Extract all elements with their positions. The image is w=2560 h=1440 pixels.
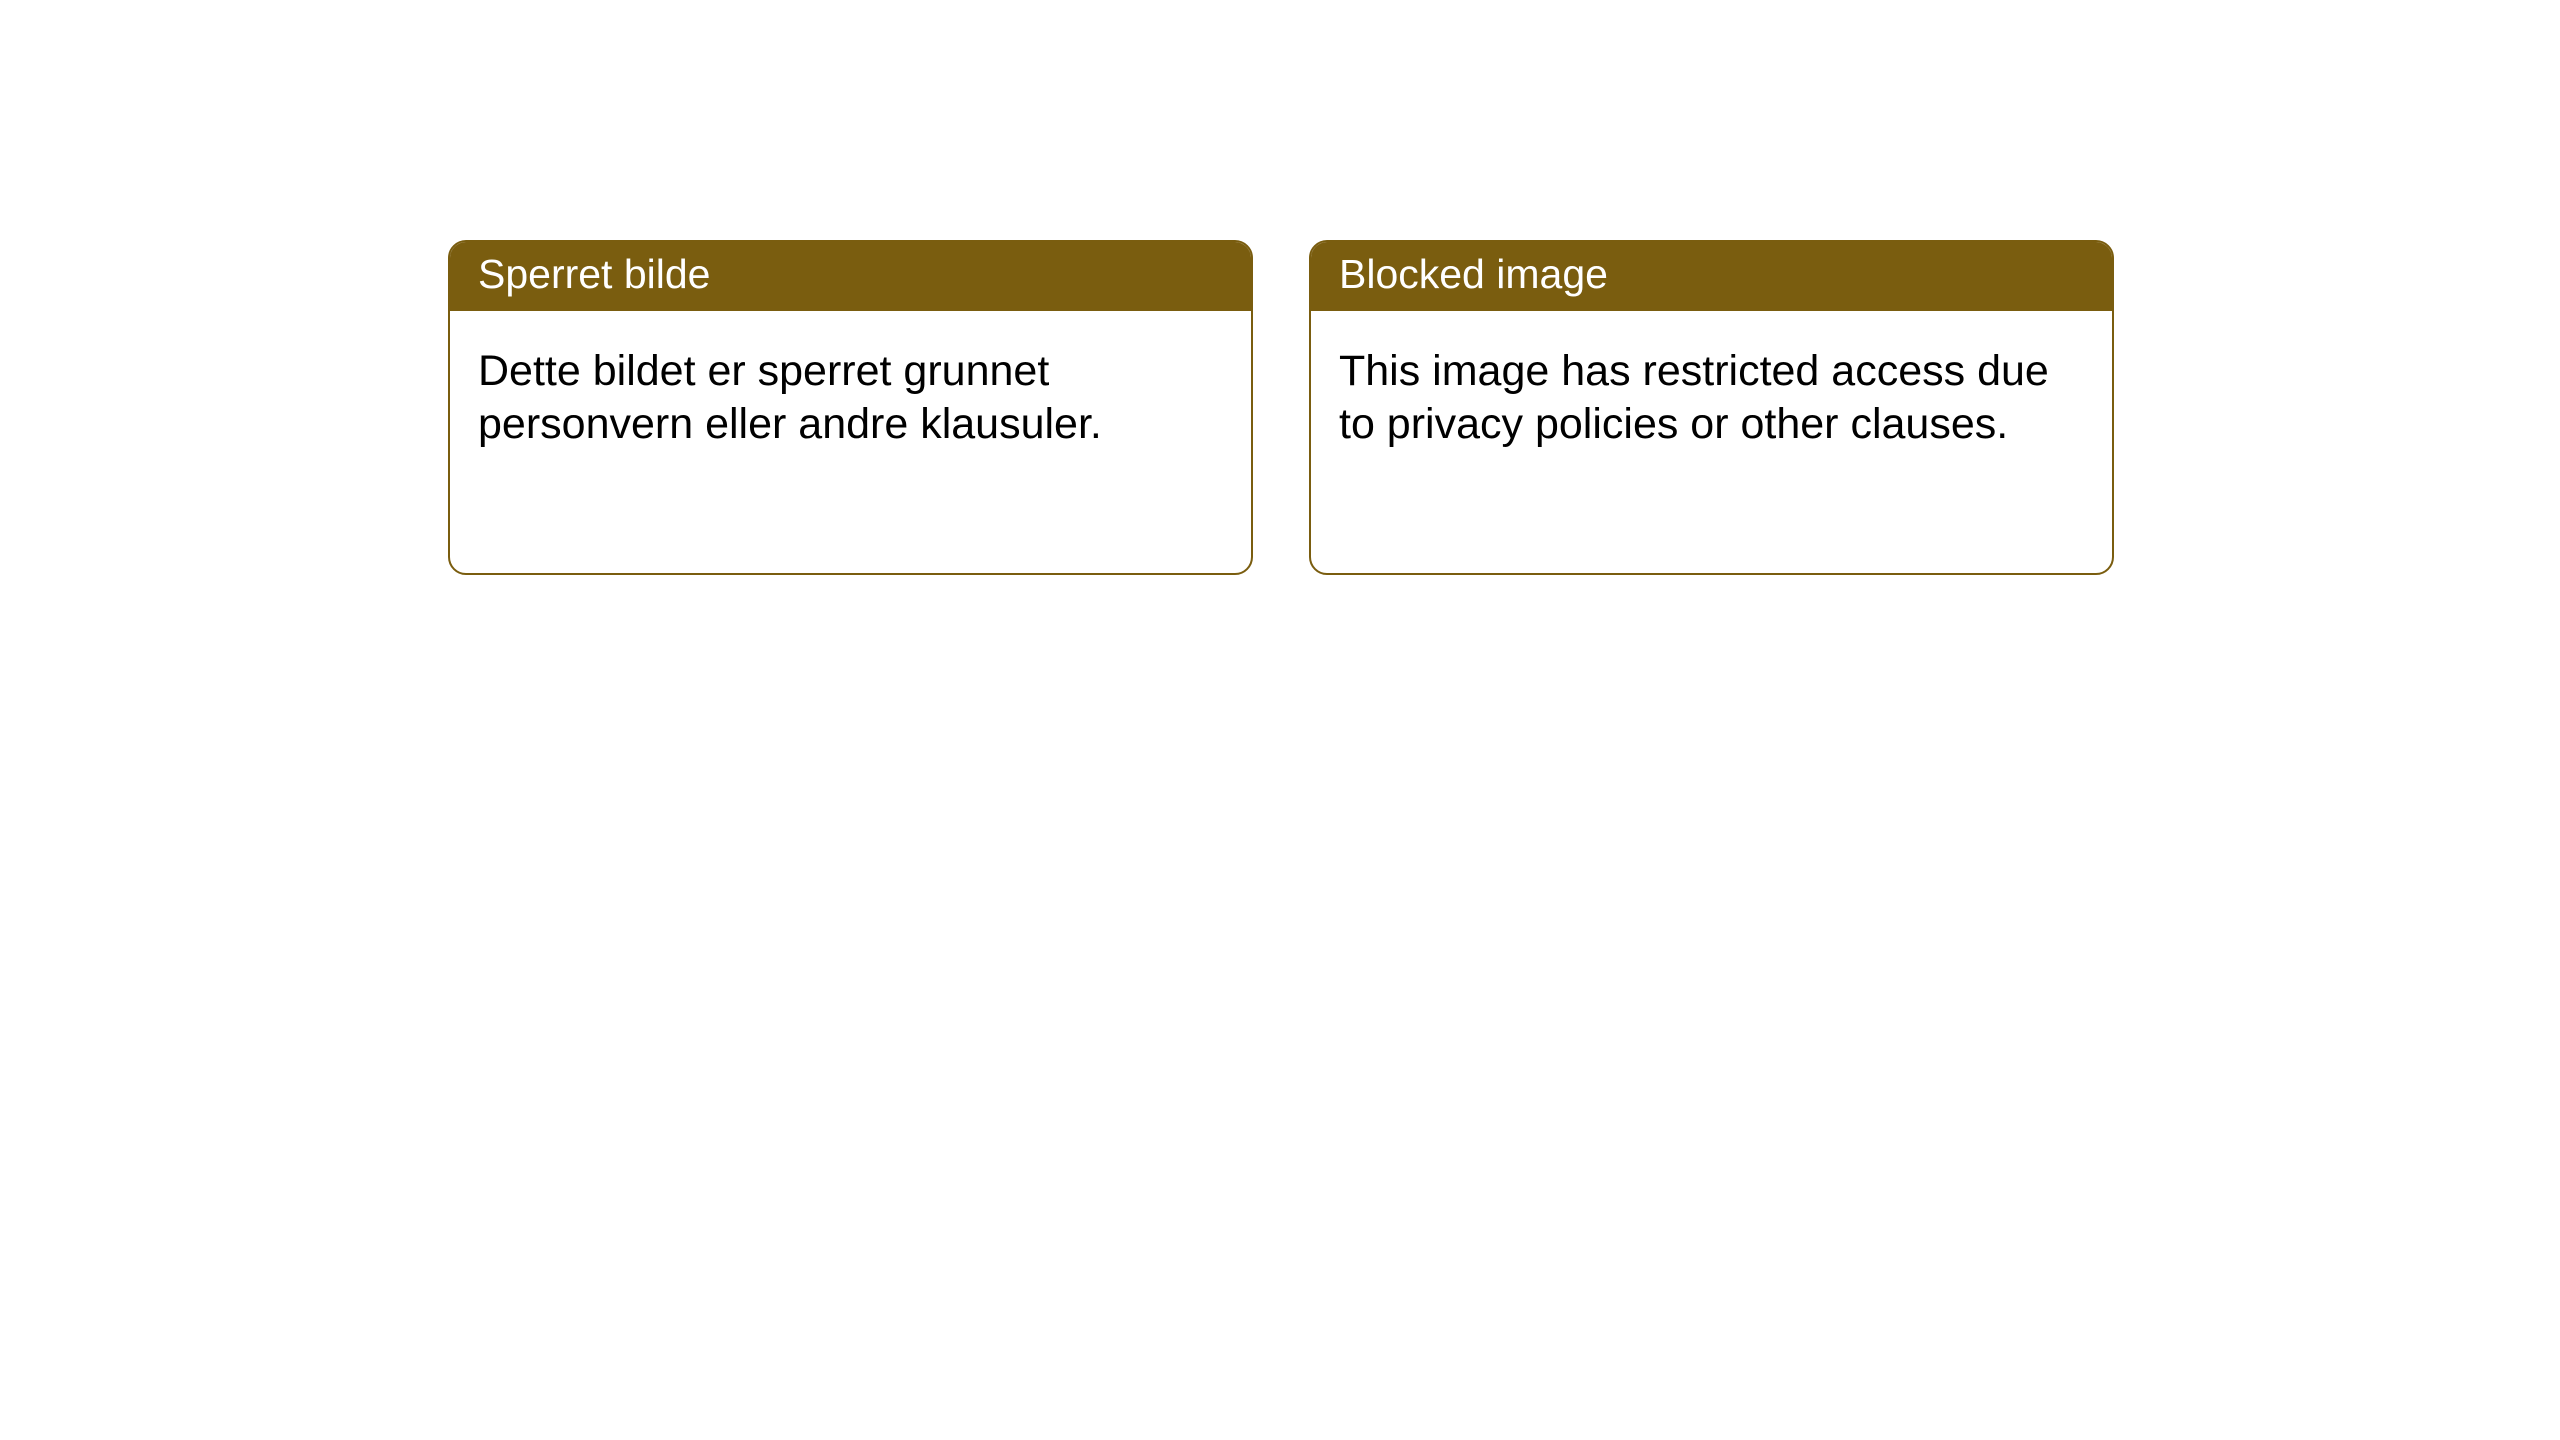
notice-card-english: Blocked image This image has restricted …	[1309, 240, 2114, 575]
notice-card-norwegian: Sperret bilde Dette bildet er sperret gr…	[448, 240, 1253, 575]
notice-title: Sperret bilde	[478, 251, 710, 297]
notice-header: Blocked image	[1311, 242, 2112, 311]
notice-body: Dette bildet er sperret grunnet personve…	[450, 311, 1251, 478]
notice-cards-container: Sperret bilde Dette bildet er sperret gr…	[448, 240, 2114, 575]
notice-body-text: Dette bildet er sperret grunnet personve…	[478, 347, 1102, 447]
notice-body-text: This image has restricted access due to …	[1339, 347, 2049, 447]
notice-title: Blocked image	[1339, 251, 1608, 297]
notice-body: This image has restricted access due to …	[1311, 311, 2112, 478]
notice-header: Sperret bilde	[450, 242, 1251, 311]
